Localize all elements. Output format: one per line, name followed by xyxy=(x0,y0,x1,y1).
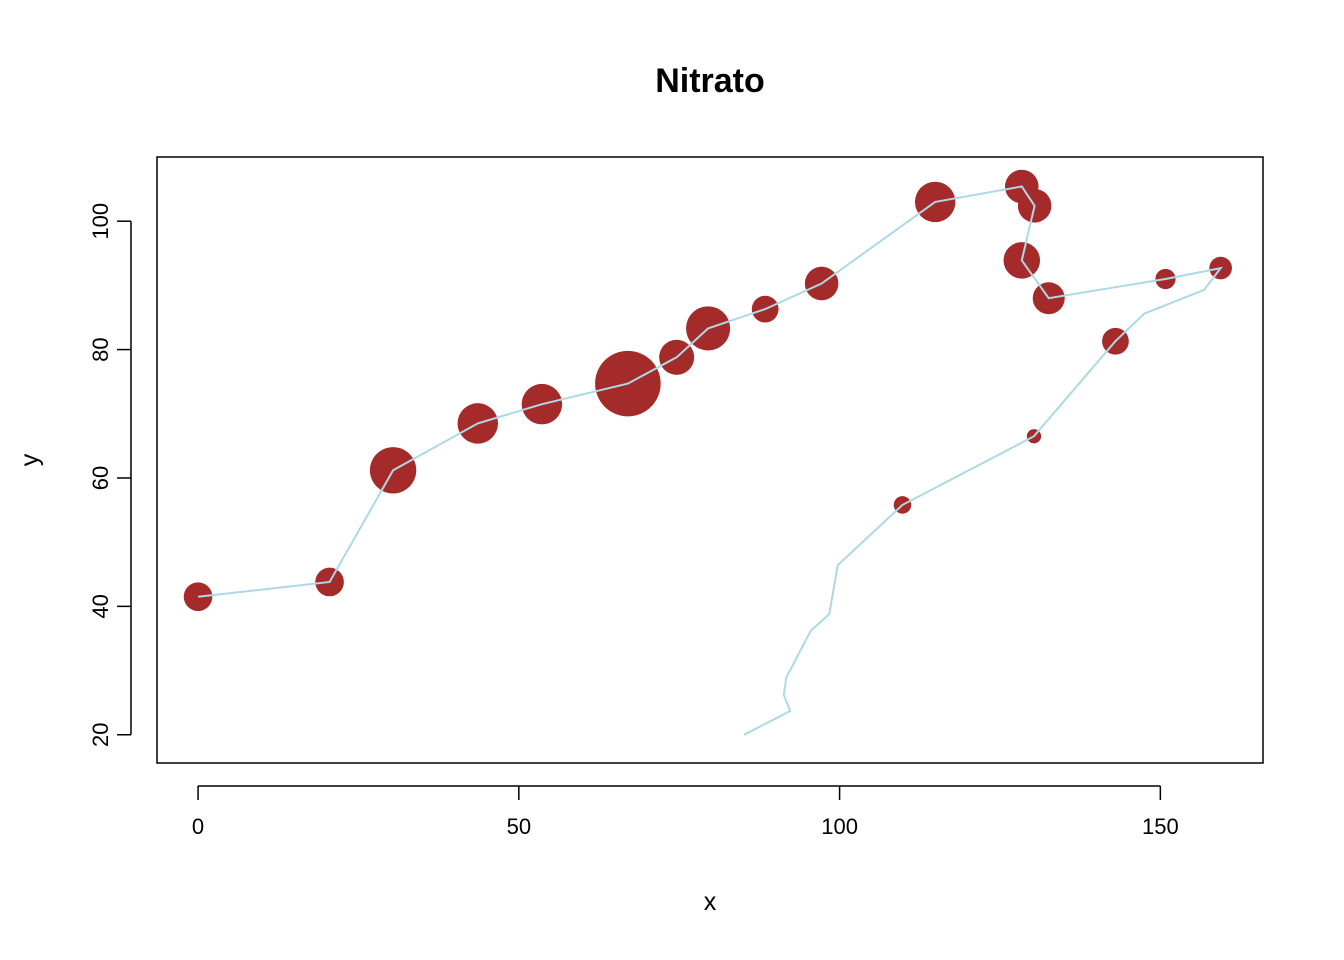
y-tick-label: 100 xyxy=(88,203,113,240)
x-tick-label: 50 xyxy=(507,814,531,839)
x-axis: 0 50 100 150 xyxy=(192,785,1179,839)
x-tick-label: 150 xyxy=(1142,814,1179,839)
y-axis: 20 40 60 80 100 xyxy=(88,203,132,747)
y-tick-label: 40 xyxy=(88,594,113,618)
x-axis-label: x xyxy=(704,888,717,916)
x-tick-label: 100 xyxy=(821,814,858,839)
plot-frame xyxy=(156,156,1264,764)
y-axis-label: y xyxy=(16,453,44,466)
x-tick-label: 0 xyxy=(192,814,204,839)
chart-title: Nitrato xyxy=(655,62,765,100)
y-tick-label: 80 xyxy=(88,337,113,361)
plot-line xyxy=(197,185,1224,736)
data-point xyxy=(183,582,213,612)
y-tick-label: 60 xyxy=(88,466,113,490)
plot-points xyxy=(183,169,1232,612)
series-line xyxy=(197,185,1224,736)
y-tick-label: 20 xyxy=(88,723,113,747)
